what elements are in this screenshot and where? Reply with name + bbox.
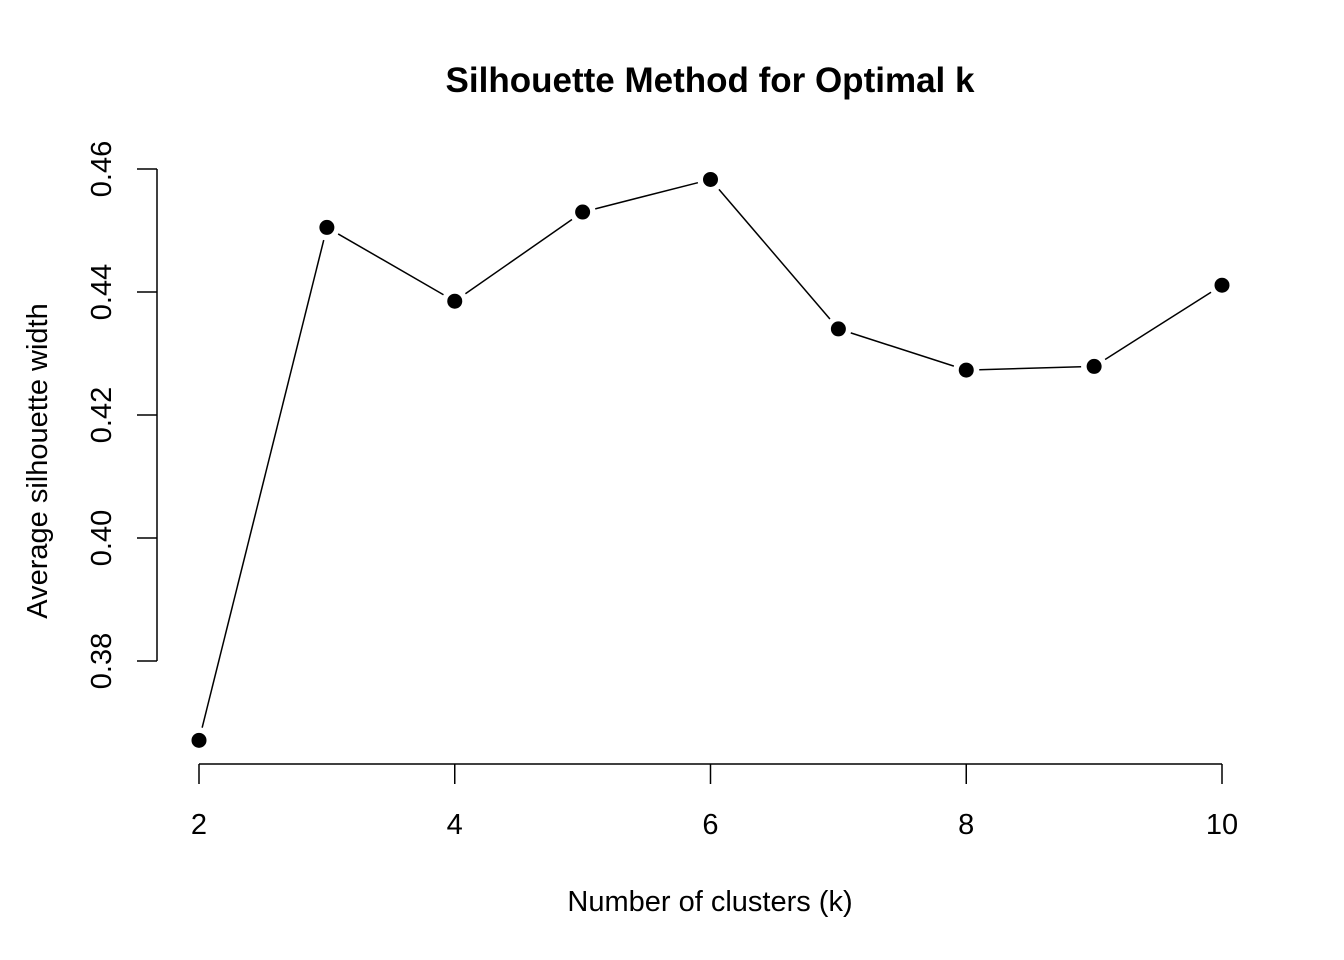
y-tick-label: 0.44	[86, 264, 118, 320]
y-tick-label: 0.40	[86, 510, 118, 566]
y-tick-label: 0.46	[86, 141, 118, 197]
y-tick-label: 0.42	[86, 387, 118, 443]
data-point	[703, 171, 718, 187]
x-axis: 2 4 6 8 10	[191, 763, 1238, 841]
data-point	[575, 204, 591, 220]
data-point	[447, 293, 463, 309]
y-tick-label: 0.38	[86, 633, 118, 689]
series-line-segment	[464, 218, 573, 295]
data-point	[319, 219, 335, 235]
data-point	[1214, 277, 1230, 293]
data-point	[1086, 358, 1102, 374]
x-tick-label: 10	[1206, 809, 1238, 841]
x-tick-label: 2	[191, 809, 207, 841]
series-line-segment	[337, 233, 444, 296]
series-silhouette	[191, 171, 1230, 748]
y-axis-label: Average silhouette width	[22, 303, 54, 618]
x-tick-label: 6	[702, 809, 718, 841]
series-line-segment	[718, 188, 831, 320]
chart-title: Silhouette Method for Optimal k	[446, 61, 975, 100]
series-line-segment	[850, 332, 955, 367]
data-point	[958, 362, 974, 378]
y-axis: 0.38 0.40 0.42 0.44 0.46	[86, 141, 158, 689]
series-line-segment	[201, 239, 325, 728]
series-line-segment	[1104, 291, 1212, 361]
x-tick-label: 4	[447, 809, 463, 841]
data-point	[830, 321, 846, 337]
series-line-segment	[595, 181, 699, 210]
data-point	[191, 732, 207, 748]
series-line-segment	[979, 366, 1082, 371]
x-axis-label: Number of clusters (k)	[567, 886, 852, 918]
x-tick-label: 8	[958, 809, 974, 841]
